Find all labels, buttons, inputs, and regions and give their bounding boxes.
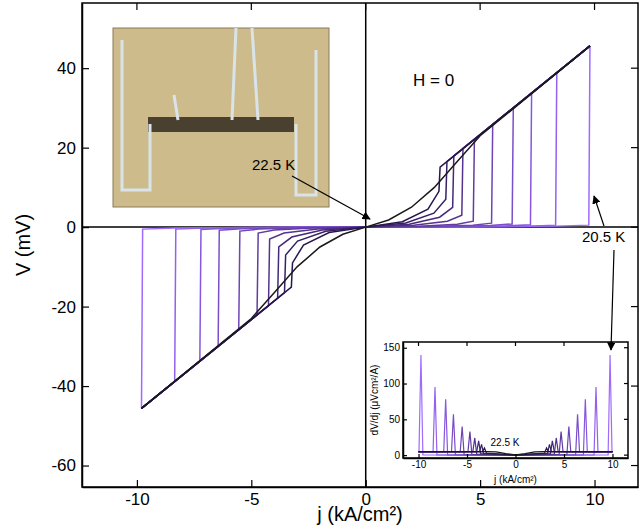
y-tick-mark [82, 227, 89, 228]
x-axis-title: j (kA/cm²) [493, 474, 537, 485]
x-tick-label: 0 [513, 459, 519, 470]
y-tick-label: 40 [57, 59, 76, 78]
series-group [419, 355, 613, 455]
x-tick-mark-top [480, 3, 481, 10]
x-tick-label: 5 [476, 490, 485, 509]
x-tick-mark-top [365, 3, 366, 10]
annotation-arrow [292, 176, 370, 219]
x-tick: 10 [607, 454, 619, 470]
annotation: 22.5 K [491, 437, 520, 448]
x-tick-mark [366, 480, 367, 487]
y-tick: 0 [394, 450, 407, 461]
x-tick: -5 [244, 480, 259, 509]
y-tick: -20 [51, 298, 89, 317]
x-tick-label: 10 [607, 459, 619, 470]
x-tick-label: -10 [125, 490, 150, 509]
y-tick-mark-right [631, 306, 638, 307]
annotation: H = 0 [413, 71, 454, 90]
x-tick-label: 10 [586, 490, 605, 509]
curve [419, 414, 613, 455]
curve [419, 387, 613, 455]
y-tick-label: -20 [51, 298, 76, 317]
inset-chart: -10-50510050100150j (kA/cm²)dV/dj (μVcm²… [369, 342, 629, 485]
photo-wire [296, 50, 316, 195]
photo-sample [148, 117, 294, 132]
x-tick: 10 [586, 480, 605, 509]
y-axis: -60 -40 -20 0 20 40 [51, 4, 89, 488]
x-tick-mark [594, 480, 595, 487]
y-tick-label: 20 [57, 139, 76, 158]
y-axis-title: dV/dj (μVcm²/A) [369, 365, 380, 436]
x-axis: -10 -5 0 5 10 [404, 454, 629, 470]
y-tick-mark-right [631, 147, 638, 148]
curve [419, 432, 613, 456]
y-tick-label: -40 [51, 377, 76, 396]
y-tick-mark [82, 386, 89, 387]
y-tick: -60 [51, 456, 89, 475]
annotation: 20.5 K [582, 228, 625, 245]
plot-frame [82, 3, 638, 487]
y-tick-label: 0 [394, 450, 400, 461]
annotation-arrow [594, 196, 604, 226]
inset-background [403, 342, 628, 458]
photo-wire [122, 40, 150, 190]
y-tick: 40 [57, 59, 89, 78]
x-tick-label: 5 [562, 459, 568, 470]
y-tick-label: -60 [51, 456, 76, 475]
y-tick-mark [82, 148, 89, 149]
y-tick-label: 50 [389, 414, 401, 425]
photo-wire [232, 28, 236, 120]
x-tick-mark-top [136, 3, 137, 10]
x-tick: 5 [476, 480, 485, 509]
x-tick-label: -5 [463, 459, 472, 470]
x-tick-mark [480, 480, 481, 487]
y-axis-title: V (mV) [12, 214, 34, 276]
y-tick-label: 150 [383, 342, 400, 353]
x-tick-mark-top [594, 3, 595, 10]
x-axis-title: j (kA/cm²) [316, 503, 403, 525]
photo-wire [174, 95, 178, 120]
y-tick: -40 [51, 377, 89, 396]
x-tick-mark-top [251, 3, 252, 10]
curve [419, 355, 613, 455]
x-tick-mark [251, 480, 252, 487]
photo-inset [113, 28, 329, 207]
annotation: 22.5 K [252, 156, 295, 173]
y-tick-mark-right [631, 227, 638, 228]
y-tick: 20 [57, 139, 89, 158]
main-chart: -10 -5 0 5 10 -60 -40 -20 0 20 40 j (kA/cm²) V (mV) [12, 3, 639, 525]
x-tick: -10 [125, 480, 150, 509]
y-tick-label: 0 [67, 218, 76, 237]
curve [419, 438, 613, 455]
photo-ground [113, 28, 329, 207]
x-tick-label: -10 [412, 459, 427, 470]
curve [419, 399, 613, 455]
figure: -10 -5 0 5 10 -60 -40 -20 0 20 40 j (kA/cm²) V (mV) H… [0, 0, 640, 529]
x-tick-mark [137, 480, 138, 487]
x-tick: -10 [412, 454, 427, 470]
y-tick-mark-right [631, 68, 638, 69]
x-tick-label: -5 [244, 490, 259, 509]
y-tick-mark [82, 306, 89, 307]
curve [419, 426, 613, 455]
y-tick-mark [82, 465, 89, 466]
x-tick: 0 [513, 454, 519, 470]
y-tick: 50 [389, 414, 407, 425]
y-tick: 0 [67, 218, 89, 237]
y-tick-mark-right [631, 385, 638, 386]
photo-wire [252, 28, 258, 120]
zero-line-x [365, 3, 367, 487]
x-tick: 5 [562, 454, 568, 470]
y-tick-label: 100 [383, 378, 400, 389]
annotation-arrow [611, 250, 614, 350]
x-tick: -5 [463, 454, 472, 470]
y-tick-mark-right [631, 465, 638, 466]
y-tick-mark [82, 68, 89, 69]
plot-frame [403, 342, 628, 458]
